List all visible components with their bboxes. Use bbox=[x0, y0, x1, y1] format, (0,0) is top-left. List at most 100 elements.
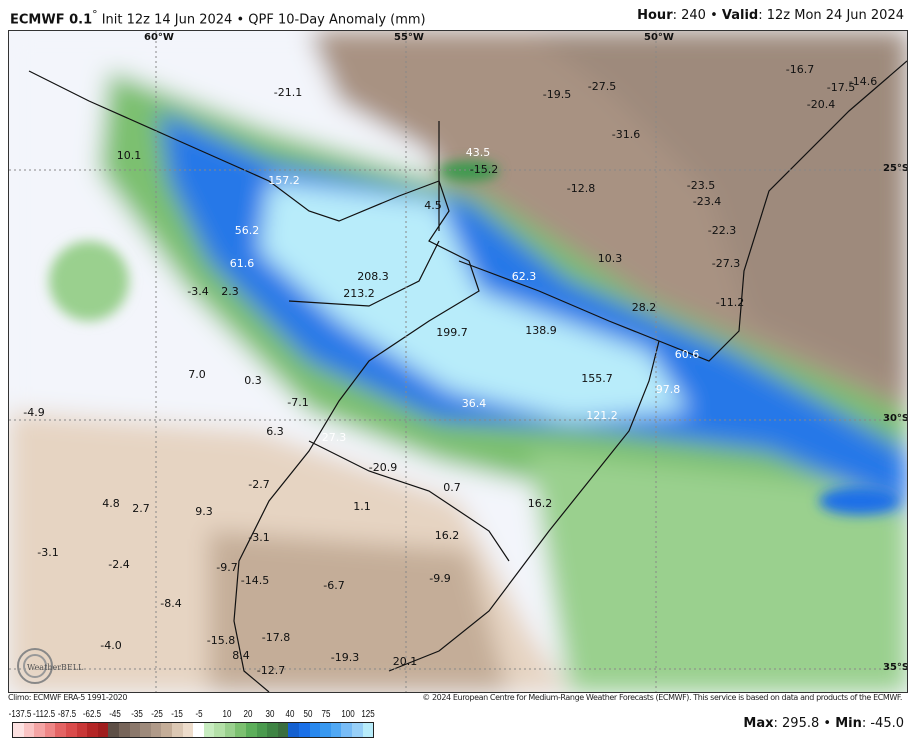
borders bbox=[28, 60, 907, 692]
legend-tick: -112.5 bbox=[32, 709, 56, 720]
value-label: 61.6 bbox=[229, 257, 255, 270]
legend-tick: -87.5 bbox=[57, 709, 77, 720]
legend-swatch bbox=[23, 723, 35, 737]
value-label: 157.2 bbox=[268, 174, 300, 187]
svg-text:WeatherBELL: WeatherBELL bbox=[27, 663, 84, 672]
legend-swatch bbox=[150, 723, 162, 737]
value-label: 199.7 bbox=[436, 326, 468, 339]
value-label: -27.3 bbox=[711, 257, 741, 270]
legend-swatch bbox=[118, 723, 130, 737]
hour-label: Hour bbox=[637, 8, 673, 23]
legend-tick: 75 bbox=[321, 709, 331, 720]
value-label: 10.1 bbox=[116, 149, 142, 162]
legend-tick: -5 bbox=[195, 709, 203, 720]
value-label: -4.0 bbox=[100, 639, 122, 652]
legend-swatch bbox=[44, 723, 56, 737]
legend-tick: -35 bbox=[131, 709, 143, 720]
copyright-note: © 2024 European Centre for Medium-Range … bbox=[422, 693, 902, 702]
value-label: 2.7 bbox=[132, 502, 150, 515]
legend-swatch bbox=[320, 723, 331, 737]
value-label: -21.1 bbox=[273, 86, 303, 99]
legend-swatch bbox=[267, 723, 278, 737]
value-label: -8.4 bbox=[160, 597, 182, 610]
legend-swatch bbox=[76, 723, 88, 737]
legend-swatch bbox=[330, 723, 342, 737]
hour-value: : 240 bbox=[672, 8, 706, 23]
weatherbell-logo: WeatherBELL bbox=[17, 648, 84, 684]
legend-swatch bbox=[256, 723, 268, 737]
value-label: 1.1 bbox=[353, 500, 371, 513]
map-field bbox=[9, 31, 907, 692]
legend-swatch bbox=[214, 723, 225, 737]
value-label: -12.8 bbox=[566, 182, 596, 195]
legend-tick: 50 bbox=[303, 709, 313, 720]
latitude-label: 25°S bbox=[883, 163, 908, 174]
value-label: 8.4 bbox=[232, 649, 250, 662]
value-label: -2.4 bbox=[108, 558, 130, 571]
value-label: 20.1 bbox=[392, 655, 418, 668]
legend-swatch bbox=[55, 723, 66, 737]
legend-swatch bbox=[34, 723, 45, 737]
max-value: : 295.8 bbox=[773, 716, 820, 731]
value-label: 9.3 bbox=[195, 505, 213, 518]
value-label: -3.4 bbox=[187, 285, 209, 298]
value-label: 7.0 bbox=[188, 368, 206, 381]
legend-swatch bbox=[193, 723, 204, 737]
legend-swatch bbox=[299, 723, 310, 737]
legend-swatch bbox=[352, 723, 363, 737]
init-time: Init 12z 14 Jun 2024 bbox=[101, 12, 233, 28]
climo-note: Climo: ECMWF ERA-5 1991-2020 bbox=[8, 693, 128, 702]
value-label: 60.6 bbox=[674, 348, 700, 361]
value-label: 0.3 bbox=[244, 374, 262, 387]
valid-label: Valid bbox=[721, 8, 759, 23]
value-label: -4.9 bbox=[23, 406, 45, 419]
value-label: 4.8 bbox=[102, 497, 120, 510]
value-label: -9.9 bbox=[429, 572, 451, 585]
legend-swatch bbox=[13, 723, 24, 737]
value-label: 138.9 bbox=[525, 324, 557, 337]
value-label: 16.2 bbox=[434, 529, 460, 542]
value-label: 27.3 bbox=[321, 431, 347, 444]
legend-swatch bbox=[108, 723, 119, 737]
value-label: -12.7 bbox=[256, 664, 286, 677]
longitude-label: 50°W bbox=[644, 32, 674, 43]
map-title: ECMWF 0.1° Init 12z 14 Jun 2024 • QPF 10… bbox=[10, 8, 426, 27]
color-legend bbox=[12, 722, 375, 738]
value-label: 16.2 bbox=[527, 497, 553, 510]
longitude-label: 55°W bbox=[394, 32, 424, 43]
legend-swatch bbox=[309, 723, 321, 737]
value-label: 2.3 bbox=[221, 285, 239, 298]
separator: • bbox=[710, 8, 718, 23]
value-label: -3.1 bbox=[37, 546, 59, 559]
value-label: -27.5 bbox=[587, 80, 617, 93]
legend-tick: -15 bbox=[171, 709, 183, 720]
legend-swatch bbox=[129, 723, 141, 737]
value-label: -31.6 bbox=[611, 128, 641, 141]
legend-tick: 10 bbox=[222, 709, 232, 720]
min-value: : -45.0 bbox=[861, 716, 904, 731]
value-label: -17.5 bbox=[826, 81, 856, 94]
value-label: -23.5 bbox=[686, 179, 716, 192]
legend-swatch bbox=[246, 723, 257, 737]
value-label: -3.1 bbox=[248, 531, 270, 544]
latitude-label: 35°S bbox=[883, 662, 908, 673]
valid-time-header: Hour: 240 • Valid: 12z Mon 24 Jun 2024 bbox=[637, 8, 904, 23]
legend-swatch bbox=[97, 723, 109, 737]
value-label: 6.3 bbox=[266, 425, 284, 438]
value-label: 0.7 bbox=[443, 481, 461, 494]
valid-value: : 12z Mon 24 Jun 2024 bbox=[758, 8, 904, 23]
legend-swatch bbox=[161, 723, 172, 737]
value-label: 56.2 bbox=[234, 224, 260, 237]
legend-tick: 40 bbox=[285, 709, 295, 720]
legend-swatch bbox=[277, 723, 289, 737]
legend-swatch bbox=[65, 723, 77, 737]
value-label: 97.8 bbox=[655, 383, 681, 396]
separator: • bbox=[819, 716, 836, 731]
min-label: Min bbox=[835, 716, 862, 731]
legend-swatch bbox=[235, 723, 247, 737]
latitude-label: 30°S bbox=[883, 413, 908, 424]
value-label: -2.7 bbox=[248, 478, 270, 491]
legend-tick: -137.5 bbox=[8, 709, 32, 720]
degree-sign: ° bbox=[92, 8, 98, 21]
value-label: 213.2 bbox=[343, 287, 375, 300]
